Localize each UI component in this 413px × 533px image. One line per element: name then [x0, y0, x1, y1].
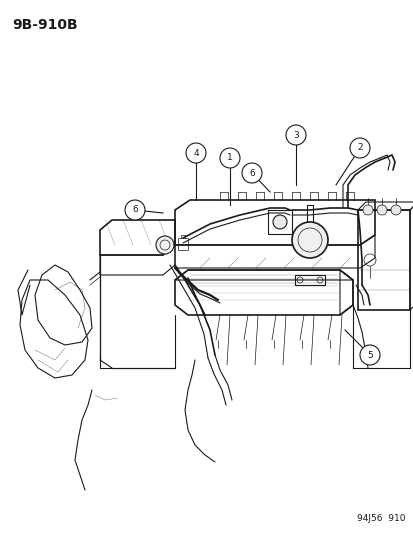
Circle shape [291, 222, 327, 258]
Circle shape [376, 205, 386, 215]
Circle shape [219, 148, 240, 168]
Circle shape [125, 200, 145, 220]
Circle shape [359, 345, 379, 365]
Text: 3: 3 [292, 131, 298, 140]
Circle shape [156, 236, 173, 254]
Circle shape [285, 125, 305, 145]
Circle shape [242, 163, 261, 183]
Text: 2: 2 [356, 143, 362, 152]
Text: 94J56  910: 94J56 910 [357, 514, 405, 523]
Circle shape [390, 205, 400, 215]
Circle shape [272, 215, 286, 229]
Text: 4: 4 [193, 149, 198, 157]
Text: 9B-910B: 9B-910B [12, 18, 78, 32]
Circle shape [185, 143, 206, 163]
Text: 6: 6 [249, 168, 254, 177]
Text: 6: 6 [132, 206, 138, 214]
Text: 5: 5 [366, 351, 372, 359]
Text: 1: 1 [227, 154, 232, 163]
Circle shape [349, 138, 369, 158]
Circle shape [362, 205, 372, 215]
